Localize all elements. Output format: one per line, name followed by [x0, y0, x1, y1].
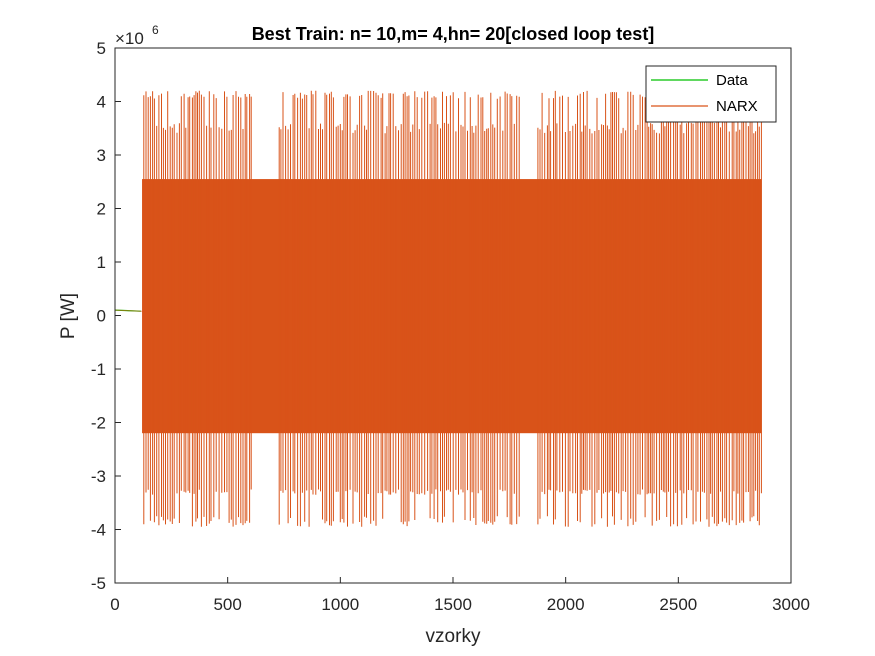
y-tick-label: 0: [97, 307, 106, 326]
y-exponent-base: ×10: [115, 29, 144, 48]
y-tick-label: 1: [97, 253, 106, 272]
legend-label-data: Data: [716, 72, 748, 89]
y-axis-label: P [W]: [58, 293, 79, 339]
narx-initial-line: [114, 309, 143, 312]
y-tick-label: -4: [91, 521, 106, 540]
chart-title: Best Train: n= 10,m= 4,hn= 20[closed loo…: [252, 24, 655, 44]
data-series: [114, 309, 143, 312]
x-tick-label: 500: [213, 595, 241, 614]
x-tick-label: 1500: [434, 595, 472, 614]
x-axis-ticks: 0 500 1000 1500 2000 2500 3000: [110, 577, 810, 614]
narx-series: [142, 90, 762, 527]
x-tick-label: 2000: [547, 595, 585, 614]
y-tick-label: -5: [91, 574, 106, 593]
x-tick-label: 2500: [659, 595, 697, 614]
y-exponent-power: 6: [152, 23, 159, 37]
y-tick-label: -1: [91, 360, 106, 379]
y-tick-label: 3: [97, 146, 106, 165]
y-tick-label: 5: [97, 39, 106, 58]
x-tick-label: 3000: [772, 595, 810, 614]
legend[interactable]: Data NARX: [645, 65, 777, 123]
x-axis-label: vzorky: [426, 626, 481, 647]
y-axis-ticks: -5 -4 -3 -2 -1 0 1 2 3 4 5: [91, 39, 121, 593]
legend-label-narx: NARX: [716, 98, 758, 115]
legend-box: [645, 65, 777, 123]
y-tick-label: 4: [97, 93, 106, 112]
y-tick-label: -2: [91, 414, 106, 433]
narx-spikes: [143, 90, 762, 527]
x-tick-label: 1000: [321, 595, 359, 614]
y-tick-label: 2: [97, 200, 106, 219]
x-tick-label: 0: [110, 595, 119, 614]
y-tick-label: -3: [91, 467, 106, 486]
